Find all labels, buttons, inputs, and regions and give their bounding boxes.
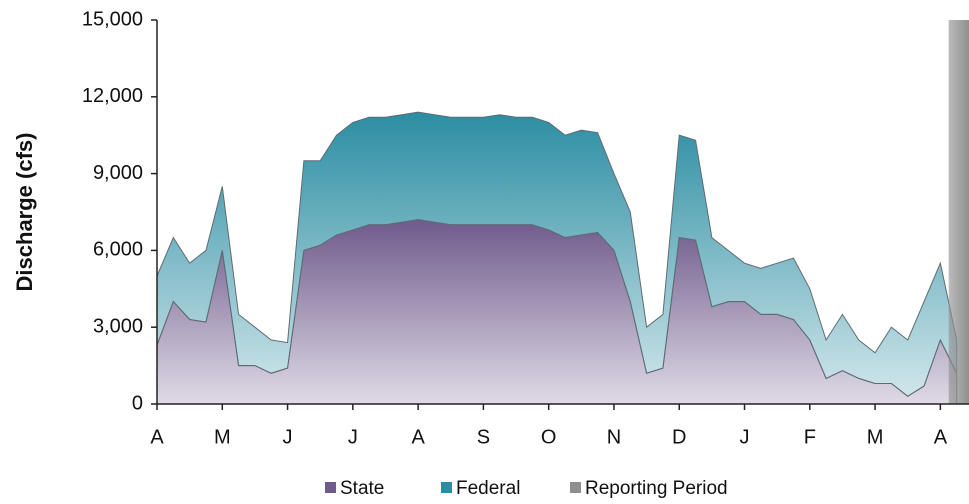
- x-tick-label: D: [672, 426, 686, 448]
- legend-swatch: [325, 482, 336, 493]
- reporting-period: [948, 20, 969, 404]
- x-tick-label: A: [411, 426, 425, 448]
- y-tick-label: 3,000: [93, 315, 143, 337]
- x-tick-label: A: [150, 426, 164, 448]
- legend-item: Federal: [441, 478, 520, 499]
- legend-label: Federal: [456, 478, 520, 499]
- y-tick-label: 6,000: [93, 239, 143, 261]
- x-tick-label: J: [283, 426, 293, 448]
- x-tick-label: M: [214, 426, 231, 448]
- y-tick-label: 9,000: [93, 162, 143, 184]
- x-tick-label: A: [934, 426, 948, 448]
- y-tick-label: 0: [132, 392, 143, 414]
- x-tick-label: S: [477, 426, 490, 448]
- x-tick-label: J: [740, 426, 750, 448]
- x-tick-label: M: [867, 426, 884, 448]
- legend-swatch: [570, 482, 581, 493]
- y-tick-label: 15,000: [82, 8, 143, 30]
- legend-item: State: [325, 478, 384, 499]
- x-tick-label: J: [348, 426, 358, 448]
- x-tick-label: F: [804, 426, 816, 448]
- legend-swatch: [441, 482, 452, 493]
- y-tick-label: 12,000: [82, 85, 143, 107]
- legend-label: State: [340, 478, 384, 499]
- area-state: [156, 219, 958, 405]
- x-tick-label: O: [541, 426, 557, 448]
- x-tick-label: N: [607, 426, 621, 448]
- legend-label: Reporting Period: [585, 478, 728, 499]
- legend-item: Reporting Period: [570, 478, 728, 499]
- y-axis-label: Discharge (cfs): [12, 133, 37, 292]
